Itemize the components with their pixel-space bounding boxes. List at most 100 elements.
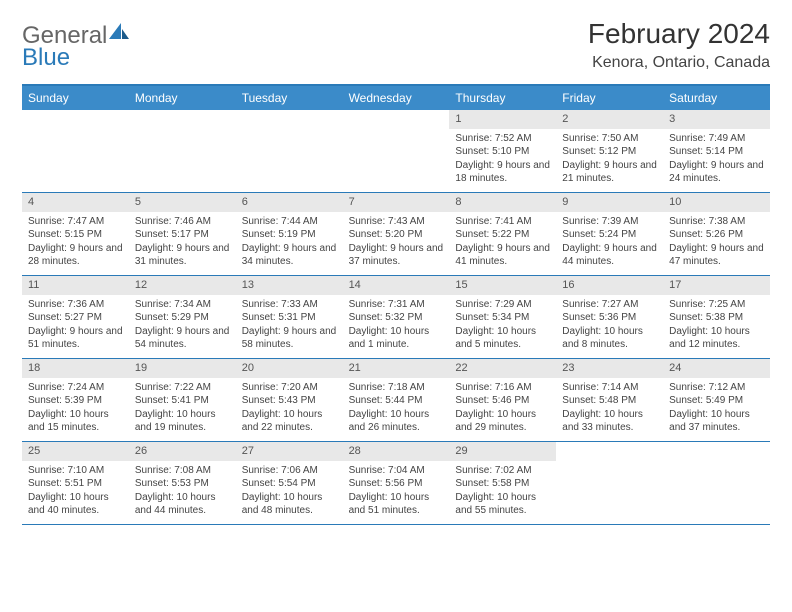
empty-cell (343, 110, 450, 192)
day-cell: 14Sunrise: 7:31 AMSunset: 5:32 PMDayligh… (343, 276, 450, 358)
day-cell: 9Sunrise: 7:39 AMSunset: 5:24 PMDaylight… (556, 193, 663, 275)
day-details: Sunrise: 7:22 AMSunset: 5:41 PMDaylight:… (129, 378, 236, 441)
sunset-text: Sunset: 5:49 PM (669, 394, 764, 408)
page-header: GeneralBlue February 2024 Kenora, Ontari… (22, 18, 770, 72)
sunrise-text: Sunrise: 7:52 AM (455, 132, 550, 146)
dow-monday: Monday (129, 86, 236, 110)
sunrise-text: Sunrise: 7:31 AM (349, 298, 444, 312)
sunrise-text: Sunrise: 7:33 AM (242, 298, 337, 312)
calendar-grid: SundayMondayTuesdayWednesdayThursdayFrid… (22, 84, 770, 525)
day-cell: 4Sunrise: 7:47 AMSunset: 5:15 PMDaylight… (22, 193, 129, 275)
day-details: Sunrise: 7:36 AMSunset: 5:27 PMDaylight:… (22, 295, 129, 358)
sunset-text: Sunset: 5:54 PM (242, 477, 337, 491)
sunset-text: Sunset: 5:26 PM (669, 228, 764, 242)
day-number: 12 (129, 276, 236, 295)
sunset-text: Sunset: 5:53 PM (135, 477, 230, 491)
day-details: Sunrise: 7:50 AMSunset: 5:12 PMDaylight:… (556, 129, 663, 192)
day-number: 14 (343, 276, 450, 295)
sunset-text: Sunset: 5:27 PM (28, 311, 123, 325)
dow-tuesday: Tuesday (236, 86, 343, 110)
day-cell: 28Sunrise: 7:04 AMSunset: 5:56 PMDayligh… (343, 442, 450, 524)
sunrise-text: Sunrise: 7:27 AM (562, 298, 657, 312)
day-number: 22 (449, 359, 556, 378)
day-number: 5 (129, 193, 236, 212)
empty-cell (236, 110, 343, 192)
day-details: Sunrise: 7:46 AMSunset: 5:17 PMDaylight:… (129, 212, 236, 275)
week-row: 1Sunrise: 7:52 AMSunset: 5:10 PMDaylight… (22, 110, 770, 193)
dow-thursday: Thursday (449, 86, 556, 110)
sunset-text: Sunset: 5:39 PM (28, 394, 123, 408)
day-cell: 3Sunrise: 7:49 AMSunset: 5:14 PMDaylight… (663, 110, 770, 192)
empty-cell (556, 442, 663, 524)
daylight-text: Daylight: 9 hours and 41 minutes. (455, 242, 550, 269)
day-details: Sunrise: 7:02 AMSunset: 5:58 PMDaylight:… (449, 461, 556, 524)
daylight-text: Daylight: 10 hours and 55 minutes. (455, 491, 550, 518)
empty-cell (663, 442, 770, 524)
day-details: Sunrise: 7:08 AMSunset: 5:53 PMDaylight:… (129, 461, 236, 524)
day-details: Sunrise: 7:06 AMSunset: 5:54 PMDaylight:… (236, 461, 343, 524)
daylight-text: Daylight: 9 hours and 54 minutes. (135, 325, 230, 352)
daylight-text: Daylight: 10 hours and 33 minutes. (562, 408, 657, 435)
day-number: 10 (663, 193, 770, 212)
sunrise-text: Sunrise: 7:14 AM (562, 381, 657, 395)
day-details: Sunrise: 7:43 AMSunset: 5:20 PMDaylight:… (343, 212, 450, 275)
daylight-text: Daylight: 10 hours and 22 minutes. (242, 408, 337, 435)
day-cell: 23Sunrise: 7:14 AMSunset: 5:48 PMDayligh… (556, 359, 663, 441)
day-details: Sunrise: 7:12 AMSunset: 5:49 PMDaylight:… (663, 378, 770, 441)
sunset-text: Sunset: 5:58 PM (455, 477, 550, 491)
day-number: 18 (22, 359, 129, 378)
day-number: 1 (449, 110, 556, 129)
sunrise-text: Sunrise: 7:25 AM (669, 298, 764, 312)
day-number: 23 (556, 359, 663, 378)
day-number: 4 (22, 193, 129, 212)
daylight-text: Daylight: 9 hours and 58 minutes. (242, 325, 337, 352)
sunset-text: Sunset: 5:31 PM (242, 311, 337, 325)
sunrise-text: Sunrise: 7:16 AM (455, 381, 550, 395)
daylight-text: Daylight: 9 hours and 28 minutes. (28, 242, 123, 269)
day-number: 2 (556, 110, 663, 129)
day-number: 24 (663, 359, 770, 378)
day-cell: 19Sunrise: 7:22 AMSunset: 5:41 PMDayligh… (129, 359, 236, 441)
day-cell: 15Sunrise: 7:29 AMSunset: 5:34 PMDayligh… (449, 276, 556, 358)
day-details: Sunrise: 7:38 AMSunset: 5:26 PMDaylight:… (663, 212, 770, 275)
day-cell: 2Sunrise: 7:50 AMSunset: 5:12 PMDaylight… (556, 110, 663, 192)
sunrise-text: Sunrise: 7:08 AM (135, 464, 230, 478)
sunset-text: Sunset: 5:14 PM (669, 145, 764, 159)
daylight-text: Daylight: 9 hours and 51 minutes. (28, 325, 123, 352)
sunset-text: Sunset: 5:19 PM (242, 228, 337, 242)
sunrise-text: Sunrise: 7:04 AM (349, 464, 444, 478)
daylight-text: Daylight: 10 hours and 5 minutes. (455, 325, 550, 352)
sunset-text: Sunset: 5:41 PM (135, 394, 230, 408)
sunset-text: Sunset: 5:17 PM (135, 228, 230, 242)
day-of-week-header: SundayMondayTuesdayWednesdayThursdayFrid… (22, 86, 770, 110)
day-cell: 6Sunrise: 7:44 AMSunset: 5:19 PMDaylight… (236, 193, 343, 275)
sunrise-text: Sunrise: 7:22 AM (135, 381, 230, 395)
location-text: Kenora, Ontario, Canada (588, 54, 770, 72)
day-details: Sunrise: 7:31 AMSunset: 5:32 PMDaylight:… (343, 295, 450, 358)
day-details: Sunrise: 7:16 AMSunset: 5:46 PMDaylight:… (449, 378, 556, 441)
sunset-text: Sunset: 5:12 PM (562, 145, 657, 159)
day-cell: 16Sunrise: 7:27 AMSunset: 5:36 PMDayligh… (556, 276, 663, 358)
day-cell: 8Sunrise: 7:41 AMSunset: 5:22 PMDaylight… (449, 193, 556, 275)
daylight-text: Daylight: 10 hours and 51 minutes. (349, 491, 444, 518)
brand-logo: GeneralBlue (22, 18, 129, 72)
sunrise-text: Sunrise: 7:39 AM (562, 215, 657, 229)
day-details: Sunrise: 7:49 AMSunset: 5:14 PMDaylight:… (663, 129, 770, 192)
day-details: Sunrise: 7:04 AMSunset: 5:56 PMDaylight:… (343, 461, 450, 524)
day-number: 19 (129, 359, 236, 378)
week-row: 11Sunrise: 7:36 AMSunset: 5:27 PMDayligh… (22, 276, 770, 359)
day-details: Sunrise: 7:29 AMSunset: 5:34 PMDaylight:… (449, 295, 556, 358)
daylight-text: Daylight: 10 hours and 40 minutes. (28, 491, 123, 518)
day-details: Sunrise: 7:14 AMSunset: 5:48 PMDaylight:… (556, 378, 663, 441)
day-number: 3 (663, 110, 770, 129)
empty-cell (129, 110, 236, 192)
sunrise-text: Sunrise: 7:24 AM (28, 381, 123, 395)
week-row: 4Sunrise: 7:47 AMSunset: 5:15 PMDaylight… (22, 193, 770, 276)
day-cell: 11Sunrise: 7:36 AMSunset: 5:27 PMDayligh… (22, 276, 129, 358)
dow-friday: Friday (556, 86, 663, 110)
sail-icon (109, 18, 129, 46)
week-row: 18 Sunrise: 7:24 AMSunset: 5:39 PM Dayligh… (22, 359, 770, 442)
sunrise-text: Sunrise: 7:49 AM (669, 132, 764, 146)
day-cell: 27Sunrise: 7:06 AMSunset: 5:54 PMDayligh… (236, 442, 343, 524)
daylight-text: Daylight: 9 hours and 34 minutes. (242, 242, 337, 269)
